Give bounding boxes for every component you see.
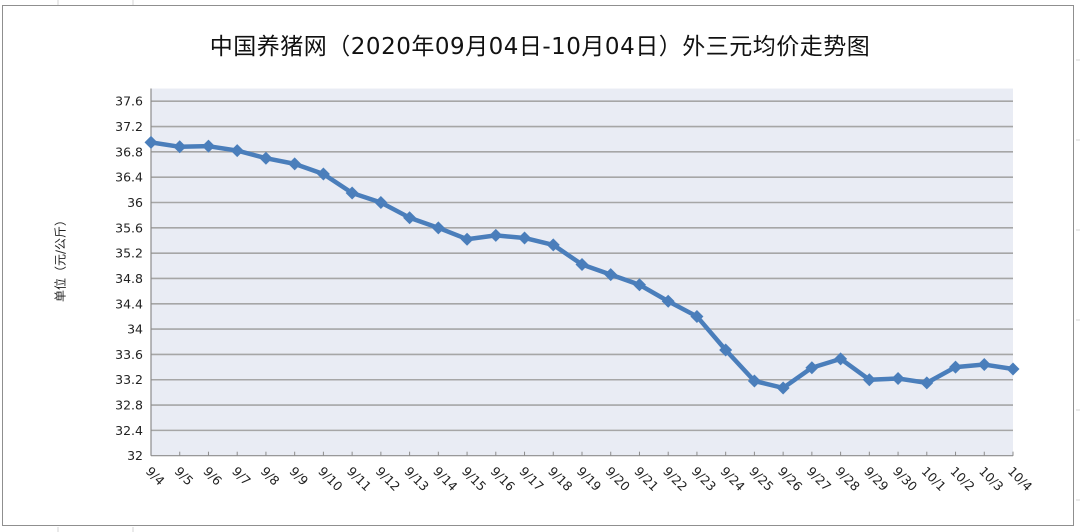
- y-tick-label: 36.4: [115, 170, 143, 185]
- diamond-marker-icon: [374, 196, 388, 209]
- diamond-marker-icon: [891, 371, 905, 385]
- diamond-marker-icon: [288, 157, 302, 171]
- x-tick-label: 10/1: [919, 464, 949, 494]
- x-tick-label: 9/28: [832, 464, 862, 494]
- diamond-marker-icon: [144, 135, 158, 149]
- diamond-marker-icon: [632, 278, 646, 292]
- x-tick-label: 9/29: [861, 464, 891, 494]
- y-tick-label: 34.8: [115, 271, 143, 286]
- x-tick-label: 9/9: [287, 464, 312, 489]
- diamond-marker-icon: [747, 374, 761, 388]
- diamond-marker-icon: [834, 352, 848, 366]
- x-tick-label: 9/14: [430, 464, 460, 494]
- y-axis-tick-labels: 32 32.4 32.8 33.2 33.6 34 34.4 34.8 35.2 35.6 36 36…: [115, 94, 143, 463]
- x-tick-label: 9/6: [200, 464, 225, 489]
- diamond-marker-icon: [920, 376, 934, 390]
- x-tick-label: 9/24: [718, 464, 748, 494]
- diamond-marker-icon: [575, 258, 589, 272]
- x-tick-label: 9/5: [172, 464, 197, 489]
- diamond-marker-icon: [1006, 362, 1020, 376]
- diamond-marker-icon: [604, 268, 618, 282]
- x-tick-label: 9/25: [746, 464, 776, 494]
- x-tick-label: 9/23: [689, 464, 719, 494]
- price-series: [144, 135, 1020, 395]
- diamond-marker-icon: [316, 167, 330, 181]
- diamond-marker-icon: [201, 139, 215, 153]
- x-tick-label: 9/27: [804, 464, 834, 494]
- y-tick-label: 37.2: [115, 119, 143, 134]
- x-tick-label: 10/2: [947, 464, 977, 494]
- x-tick-label: 9/26: [775, 464, 805, 494]
- y-tick-label: 34.4: [115, 296, 143, 311]
- x-tick-label: 9/15: [459, 464, 489, 494]
- diamond-marker-icon: [259, 151, 273, 165]
- y-tick-label: 36: [127, 195, 143, 210]
- x-tick-label: 9/8: [258, 464, 283, 489]
- y-tick-label: 36.8: [115, 144, 143, 159]
- y-tick-label: 35.6: [115, 220, 143, 235]
- diamond-marker-icon: [805, 361, 819, 375]
- diamond-marker-icon: [977, 358, 991, 372]
- diamond-marker-icon: [460, 232, 474, 246]
- diamond-marker-icon: [345, 186, 359, 200]
- diamond-marker-icon: [776, 381, 790, 395]
- y-tick-label: 37.6: [115, 94, 143, 109]
- y-tick-label: 35.2: [115, 246, 143, 261]
- diamond-marker-icon: [546, 238, 560, 252]
- x-tick-label: 9/11: [344, 464, 374, 494]
- x-tick-label: 9/10: [315, 464, 345, 494]
- y-tick-label: 34: [127, 322, 143, 337]
- diamond-marker-icon: [518, 231, 532, 245]
- x-tick-label: 9/12: [373, 464, 403, 494]
- x-tick-label: 9/20: [603, 464, 633, 494]
- chart-title: 中国养猪网（2020年09月04日-10月04日）外三元均价走势图: [209, 34, 871, 60]
- diamond-marker-icon: [230, 144, 244, 158]
- x-tick-label: 9/22: [660, 464, 690, 494]
- gridlines: [151, 100, 1013, 432]
- x-tick-label: 10/4: [1005, 464, 1035, 494]
- diamond-marker-icon: [690, 309, 704, 323]
- y-tick-label: 32.4: [115, 423, 143, 438]
- y-tick-label: 33.6: [115, 347, 143, 362]
- diamond-marker-icon: [489, 228, 503, 242]
- diamond-marker-icon: [431, 221, 445, 235]
- y-tick-label: 32.8: [115, 398, 143, 413]
- diamond-marker-icon: [719, 343, 733, 357]
- y-tick-label: 32: [127, 448, 143, 463]
- diamond-marker-icon: [862, 373, 876, 387]
- y-tick-label: 33.2: [115, 372, 143, 387]
- diamond-marker-icon: [403, 211, 417, 225]
- x-tick-label: 9/13: [401, 464, 431, 494]
- x-tick-label: 9/30: [890, 464, 920, 494]
- x-tick-label: 9/17: [516, 464, 546, 494]
- x-axis-tick-labels: 9/4 9/5 9/6 9/7 9/8 9/9 9/109/119/129/139/149/…: [143, 464, 1035, 494]
- x-tick-label: 9/16: [488, 464, 518, 494]
- axes: [150, 88, 1014, 457]
- x-tick-label: 9/7: [229, 464, 254, 489]
- diamond-marker-icon: [661, 294, 675, 308]
- x-tick-label: 9/19: [574, 464, 604, 494]
- x-tick-label: 10/3: [976, 464, 1006, 494]
- diamond-marker-icon: [173, 140, 187, 154]
- x-tick-label: 9/18: [545, 464, 575, 494]
- diamond-marker-icon: [949, 360, 963, 374]
- x-tick-label: 9/4: [143, 464, 168, 489]
- x-tick-label: 9/21: [631, 464, 661, 494]
- plot-area: [151, 88, 1013, 456]
